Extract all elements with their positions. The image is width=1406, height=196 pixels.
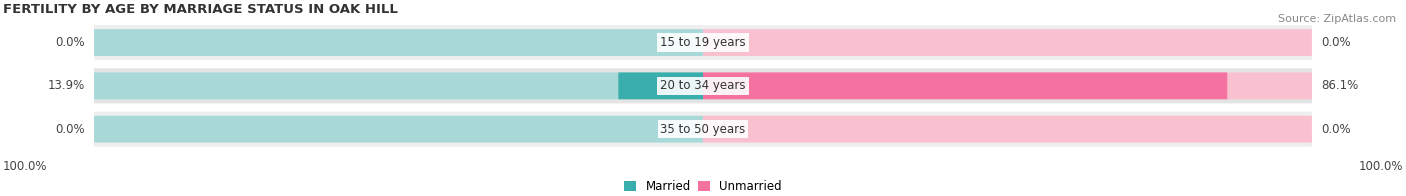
- FancyBboxPatch shape: [703, 73, 1227, 99]
- FancyBboxPatch shape: [703, 29, 1312, 56]
- Text: 35 to 50 years: 35 to 50 years: [661, 123, 745, 136]
- FancyBboxPatch shape: [94, 112, 1312, 147]
- Text: 86.1%: 86.1%: [1322, 79, 1358, 92]
- Text: 100.0%: 100.0%: [3, 160, 48, 173]
- FancyBboxPatch shape: [94, 25, 1312, 60]
- Legend: Married, Unmarried: Married, Unmarried: [624, 180, 782, 193]
- Text: FERTILITY BY AGE BY MARRIAGE STATUS IN OAK HILL: FERTILITY BY AGE BY MARRIAGE STATUS IN O…: [3, 3, 398, 16]
- Text: 0.0%: 0.0%: [55, 123, 84, 136]
- Text: 100.0%: 100.0%: [1358, 160, 1403, 173]
- Text: 15 to 19 years: 15 to 19 years: [661, 36, 745, 49]
- Text: 13.9%: 13.9%: [48, 79, 84, 92]
- FancyBboxPatch shape: [94, 29, 703, 56]
- Text: 0.0%: 0.0%: [55, 36, 84, 49]
- FancyBboxPatch shape: [94, 68, 1312, 103]
- FancyBboxPatch shape: [94, 116, 703, 142]
- FancyBboxPatch shape: [703, 73, 1312, 99]
- FancyBboxPatch shape: [619, 73, 703, 99]
- FancyBboxPatch shape: [94, 73, 703, 99]
- Text: Source: ZipAtlas.com: Source: ZipAtlas.com: [1278, 14, 1396, 24]
- FancyBboxPatch shape: [703, 116, 1312, 142]
- Text: 20 to 34 years: 20 to 34 years: [661, 79, 745, 92]
- Text: 0.0%: 0.0%: [1322, 123, 1351, 136]
- Text: 0.0%: 0.0%: [1322, 36, 1351, 49]
